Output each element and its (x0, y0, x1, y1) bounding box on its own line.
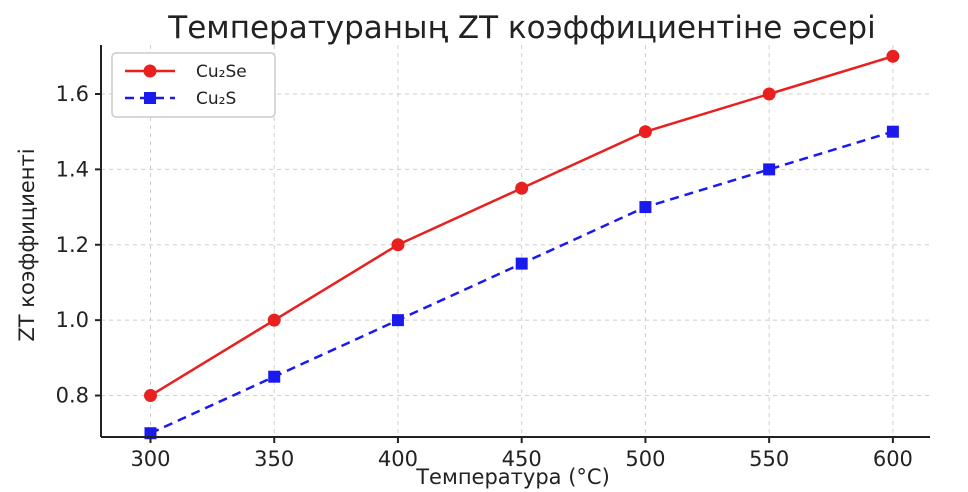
legend-entry: Cu₂S (125, 89, 236, 109)
chart-title: Температураның ZT коэффициентіне әсері (167, 10, 875, 46)
ticks: 300 350 400 450 500 550 600 0.8 1.0 1.2 1.4 1.6 (56, 82, 913, 471)
x-axis-label: Температура (°C) (415, 465, 610, 489)
x-tick-label: 600 (873, 447, 913, 471)
legend-marker (144, 92, 156, 104)
x-tick-label: 400 (378, 447, 418, 471)
legend-label: Cu₂S (196, 89, 236, 109)
y-axis-label: ZT коэффициенті (15, 148, 39, 341)
legend-marker (143, 64, 157, 78)
data-point (267, 313, 281, 327)
data-point (515, 257, 528, 270)
legend-label: Cu₂Se (196, 62, 247, 82)
data-point (762, 87, 776, 101)
data-point (143, 389, 157, 403)
x-tick-label: 500 (625, 447, 665, 471)
legend: Cu₂Se Cu₂S (111, 52, 276, 118)
data-point (763, 163, 776, 176)
x-tick-label: 450 (502, 447, 542, 471)
x-tick-label: 350 (254, 447, 294, 471)
axes (100, 45, 930, 438)
y-tick-label: 1.2 (56, 233, 89, 257)
y-tick-label: 1.6 (56, 82, 89, 106)
y-tick-label: 0.8 (56, 384, 89, 408)
data-point (638, 125, 652, 139)
data-point (515, 181, 529, 195)
x-tick-label: 550 (749, 447, 789, 471)
grid (101, 45, 930, 437)
y-tick-label: 1.0 (56, 308, 89, 332)
series-1 (143, 49, 900, 403)
legend-entry: Cu₂Se (125, 62, 247, 82)
x-tick-label: 300 (130, 447, 170, 471)
data-point (886, 49, 900, 63)
y-tick-label: 1.4 (56, 157, 89, 181)
data-point (886, 125, 899, 138)
legend-box (111, 52, 276, 118)
data-point (391, 238, 405, 252)
data-point (391, 314, 404, 327)
data-point (268, 370, 281, 383)
data-point (639, 201, 652, 214)
